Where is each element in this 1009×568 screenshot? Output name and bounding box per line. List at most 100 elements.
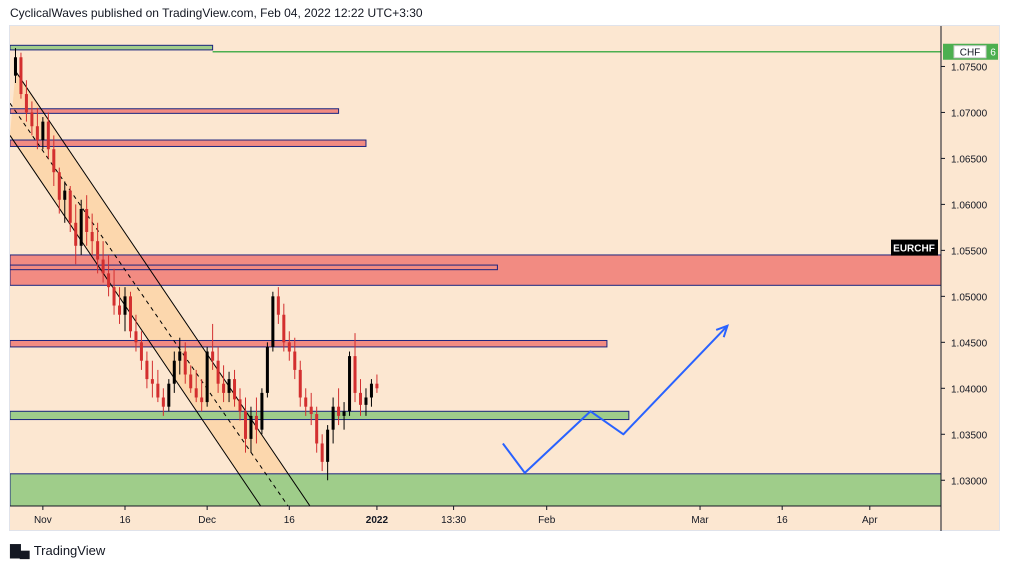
price-tick-label-0: 1.07500	[951, 62, 988, 73]
candle-body-22	[134, 331, 138, 343]
candle-body-18	[112, 287, 116, 306]
candle-body-19	[118, 305, 122, 315]
candle-body-65	[369, 383, 373, 398]
candle-body-8	[57, 172, 61, 200]
candle-body-0	[13, 57, 17, 76]
support-zone-6	[10, 473, 941, 506]
candle-body-9	[63, 190, 67, 200]
candle-body-63	[358, 392, 363, 405]
price-badge-fragment: 6	[990, 48, 996, 59]
candle-body-60	[342, 411, 346, 416]
candle-body-27	[161, 397, 165, 407]
candles-layer	[13, 48, 379, 481]
candle-body-42	[243, 411, 247, 439]
candle-body-20	[123, 296, 127, 315]
candle-body-61	[348, 356, 352, 412]
time-tick-label-8: 16	[777, 515, 789, 526]
time-tick-label-3: 16	[284, 515, 296, 526]
candle-body-58	[331, 406, 335, 430]
symbol-tag-bg	[891, 239, 938, 256]
candle-body-5	[41, 121, 45, 141]
candle-body-59	[337, 406, 341, 416]
candle-body-13	[85, 208, 89, 232]
candle-body-7	[52, 149, 56, 173]
channel-fill	[10, 71, 310, 506]
candle-body-1	[19, 57, 23, 95]
candle-body-2	[24, 94, 28, 113]
time-tick-label-0: Nov	[34, 515, 52, 526]
projection-layer	[502, 324, 730, 474]
currency-badge-bg	[953, 45, 987, 59]
time-tick-label-6: Feb	[538, 515, 556, 526]
candle-body-15	[96, 241, 100, 260]
time-tick-label-2: Dec	[198, 515, 216, 526]
candle-body-50	[287, 342, 291, 352]
candle-body-24	[145, 360, 149, 380]
channel-midline	[10, 102, 289, 506]
support-zone-5	[10, 410, 630, 421]
candle-body-38	[222, 383, 226, 393]
price-tick-label-8: 1.03500	[951, 430, 988, 441]
candle-body-40	[233, 379, 237, 400]
candle-body-45	[260, 392, 264, 430]
time-tick-label-7: Mar	[691, 515, 709, 526]
tradingview-footer[interactable]: ▇▄ TradingView	[10, 542, 105, 559]
candle-body-48	[276, 296, 280, 315]
candle-body-3	[30, 112, 34, 127]
candle-body-29	[172, 360, 176, 384]
channel-upper-line	[15, 70, 311, 506]
candle-body-25	[150, 379, 154, 384]
candle-body-66	[375, 383, 379, 389]
price-tick-label-4: 1.05500	[951, 246, 988, 257]
candle-body-14	[90, 231, 94, 242]
axes-layer: 1.07500 1.07000 1.06500 1.06000 1.05500 1.050…	[10, 26, 998, 531]
candle-body-51	[293, 351, 297, 370]
time-tick-label-4: 2022	[366, 515, 389, 526]
candle-body-16	[101, 259, 105, 274]
candle-body-37	[216, 360, 220, 384]
tradingview-logo-icon: ▇▄	[10, 542, 30, 558]
price-tick-label-9: 1.03000	[951, 476, 988, 487]
candle-body-30	[178, 351, 182, 361]
tradingview-brand: TradingView	[33, 543, 106, 558]
candle-body-62	[353, 356, 357, 393]
time-tick-label-5: 13:30	[441, 515, 466, 526]
candle-body-17	[107, 273, 111, 288]
time-tick-label-1: 16	[119, 515, 131, 526]
candle-body-12	[79, 208, 83, 246]
candle-body-41	[238, 399, 242, 412]
candle-body-31	[183, 351, 187, 375]
candle-body-36	[211, 351, 215, 361]
candle-body-52	[298, 369, 302, 398]
candle-body-46	[265, 346, 269, 393]
candle-body-33	[194, 388, 198, 398]
currency-badge-label: CHF	[960, 48, 981, 59]
candle-body-56	[320, 443, 324, 462]
price-tick-label-7: 1.04000	[951, 384, 988, 395]
price-tick-label-3: 1.06000	[951, 200, 988, 211]
candle-body-49	[282, 314, 286, 343]
resistance-zone-4	[10, 339, 608, 348]
candle-body-57	[326, 429, 330, 462]
projection-path	[502, 325, 729, 474]
candle-body-39	[227, 379, 231, 393]
candle-body-43	[249, 415, 253, 439]
candle-body-53	[304, 397, 308, 407]
projection-arrowhead	[715, 324, 730, 338]
candle-body-28	[167, 383, 171, 407]
resistance-zone-1	[10, 264, 498, 271]
candle-body-54	[309, 406, 313, 415]
price-tick-label-1: 1.07000	[951, 108, 988, 119]
candle-body-34	[200, 397, 204, 403]
candle-body-6	[46, 121, 50, 150]
candle-body-55	[315, 414, 319, 444]
candle-body-64	[364, 397, 368, 405]
candle-body-26	[156, 383, 160, 398]
price-tick-label-5: 1.05000	[951, 292, 988, 303]
candle-body-32	[189, 374, 193, 389]
candle-body-47	[271, 296, 275, 347]
price-tick-label-2: 1.06500	[951, 154, 988, 165]
time-tick-label-9: Apr	[862, 515, 878, 526]
price-tick-label-6: 1.04500	[951, 338, 988, 349]
